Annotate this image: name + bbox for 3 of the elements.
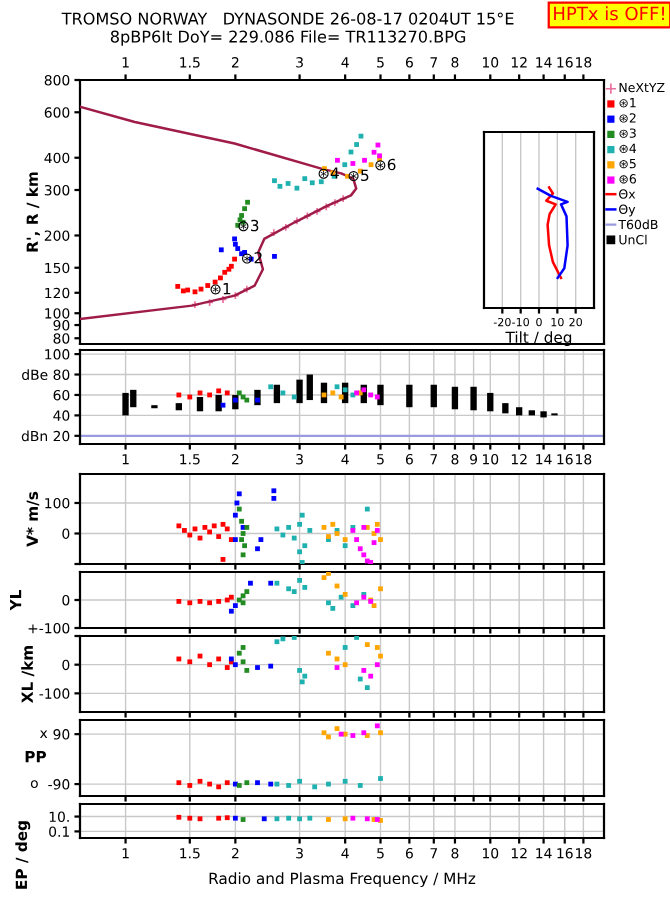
chart-subtitle: 8pBP6It DoY= 229.086 File= TR113270.BPG xyxy=(110,30,466,46)
chart-title: TROMSO NORWAY DYNASONDE 26-08-17 0204UT 15°E xyxy=(61,12,514,25)
text: HPTx is OFF! xyxy=(554,6,664,21)
